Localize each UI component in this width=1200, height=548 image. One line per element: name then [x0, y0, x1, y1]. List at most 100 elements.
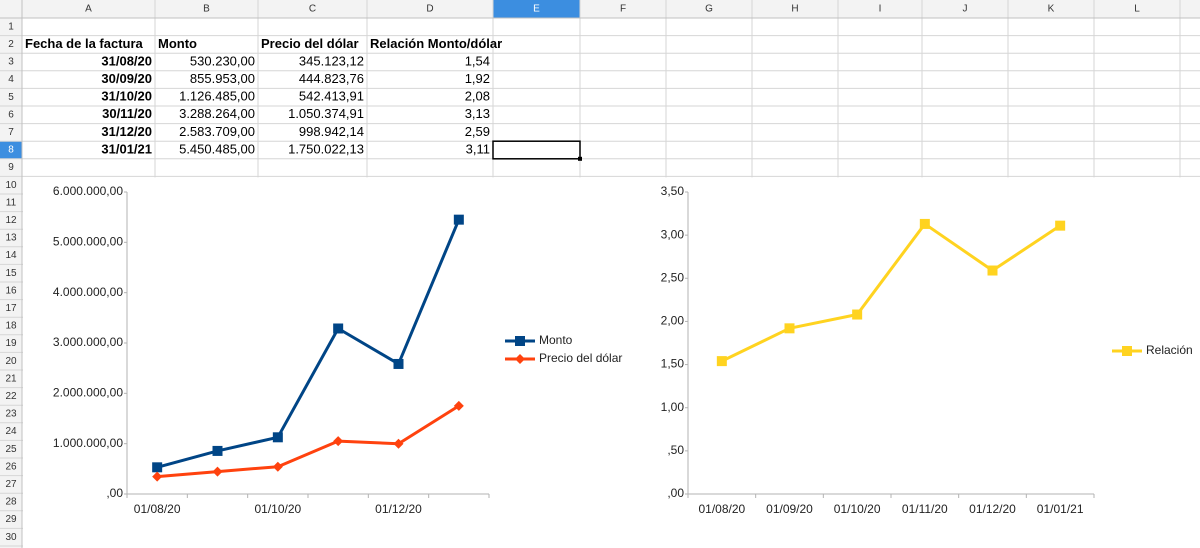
- column-letter: A: [85, 4, 92, 15]
- cell: 30/11/20: [102, 106, 152, 121]
- row-number: 2: [8, 39, 14, 50]
- cell: 1,54: [465, 53, 490, 68]
- cell: 345.123,12: [299, 53, 364, 68]
- x-tick-label: 01/10/20: [254, 502, 301, 516]
- selected-column-header: [493, 0, 580, 18]
- cell: 998.942,14: [299, 124, 364, 139]
- cell: 2,59: [465, 124, 490, 139]
- column-heading: Monto: [158, 36, 197, 51]
- row-number: 22: [5, 391, 17, 402]
- cell: 1.050.374,91: [288, 106, 364, 121]
- row-number: 20: [5, 356, 17, 367]
- column-letter: L: [1134, 4, 1140, 15]
- column-letter: I: [879, 4, 882, 15]
- marker: [333, 323, 344, 334]
- marker: [212, 466, 223, 477]
- cell: 3,11: [466, 141, 490, 156]
- row-number: 9: [8, 162, 14, 173]
- row-number: 28: [5, 497, 17, 508]
- x-tick-label: 01/10/20: [834, 502, 881, 516]
- y-tick-label: 2,50: [661, 270, 685, 284]
- x-tick-label: 01/12/20: [969, 502, 1016, 516]
- y-tick-label: 4.000.000,00: [53, 285, 123, 299]
- row-number: 14: [5, 250, 17, 261]
- row-number: 13: [5, 233, 17, 244]
- cell: 542.413,91: [299, 89, 364, 104]
- row-number: 21: [5, 373, 17, 384]
- marker: [453, 400, 464, 411]
- y-tick-label: ,00: [106, 486, 123, 500]
- y-tick-label: 3.000.000,00: [53, 335, 123, 349]
- marker: [716, 356, 727, 367]
- y-tick-label: 3,00: [661, 227, 685, 241]
- series-line: [157, 404, 460, 479]
- cell: 444.823,76: [299, 71, 364, 86]
- cell: 31/08/20: [101, 53, 152, 68]
- cell: 31/12/20: [101, 124, 152, 139]
- cell: 855.953,00: [190, 71, 255, 86]
- row-number: 26: [5, 461, 17, 472]
- column-header-bar: [0, 0, 1200, 18]
- marker: [272, 461, 283, 472]
- row-number: 16: [5, 285, 17, 296]
- marker: [919, 218, 930, 229]
- y-tick-label: ,00: [667, 486, 684, 500]
- row-number: 23: [5, 409, 17, 420]
- row-number: 30: [5, 532, 17, 543]
- column-heading: Fecha de la factura: [25, 36, 144, 51]
- column-letter: F: [620, 4, 626, 15]
- marker: [152, 471, 163, 482]
- cell: 1.126.485,00: [179, 89, 255, 104]
- y-tick-label: 2,00: [661, 314, 685, 328]
- column-heading: Relación Monto/dólar: [370, 36, 502, 51]
- x-tick-label: 01/08/20: [698, 502, 745, 516]
- chart: ,00 ,50 1,00 1,50 2,00 2,50 3,00 3,50 01/08/20 01…: [661, 184, 1193, 516]
- row-number: 8: [8, 145, 14, 156]
- x-tick-label: 01/12/20: [375, 502, 422, 516]
- column-letter: K: [1048, 4, 1055, 15]
- x-tick-label: 01/01/21: [1037, 502, 1084, 516]
- chart-area: [23, 177, 1200, 548]
- cell: 1.750.022,13: [288, 141, 364, 156]
- row-number: 17: [5, 303, 17, 314]
- legend-label: Precio del dólar: [539, 351, 622, 365]
- row-number: 27: [5, 479, 17, 490]
- marker: [333, 436, 344, 447]
- column-letter: C: [309, 4, 316, 15]
- row-number: 3: [8, 57, 14, 68]
- column-letter: G: [705, 4, 713, 15]
- cell: 2,08: [465, 89, 490, 104]
- column-letter: H: [791, 4, 798, 15]
- row-number: 5: [8, 92, 14, 103]
- marker: [453, 214, 464, 225]
- marker: [515, 354, 525, 364]
- cell: 5.450.485,00: [179, 141, 255, 156]
- marker: [515, 336, 525, 346]
- y-tick-label: 1,50: [661, 357, 685, 371]
- y-tick-label: 2.000.000,00: [53, 386, 123, 400]
- y-tick-label: 5.000.000,00: [53, 235, 123, 249]
- row-number: 11: [6, 197, 17, 208]
- column-letter: E: [533, 4, 540, 15]
- row-number: 1: [8, 21, 14, 32]
- row-number: 10: [5, 180, 17, 191]
- row-number: 25: [5, 444, 17, 455]
- cell: 3,13: [465, 106, 490, 121]
- cell: 3.288.264,00: [179, 106, 255, 121]
- y-tick-label: 1.000.000,00: [53, 436, 123, 450]
- x-tick-label: 01/11/20: [902, 502, 948, 516]
- marker: [1055, 220, 1066, 231]
- row-number: 4: [8, 74, 14, 85]
- row-number: 18: [5, 321, 17, 332]
- cell: 31/10/20: [101, 89, 152, 104]
- cell: 530.230,00: [190, 53, 255, 68]
- selected-row-header: [0, 141, 22, 159]
- column-letter: J: [963, 4, 968, 15]
- x-tick-label: 01/09/20: [766, 502, 813, 516]
- marker: [393, 438, 404, 449]
- cell: 30/09/20: [101, 71, 152, 86]
- column-letter: B: [203, 4, 210, 15]
- marker: [212, 445, 223, 456]
